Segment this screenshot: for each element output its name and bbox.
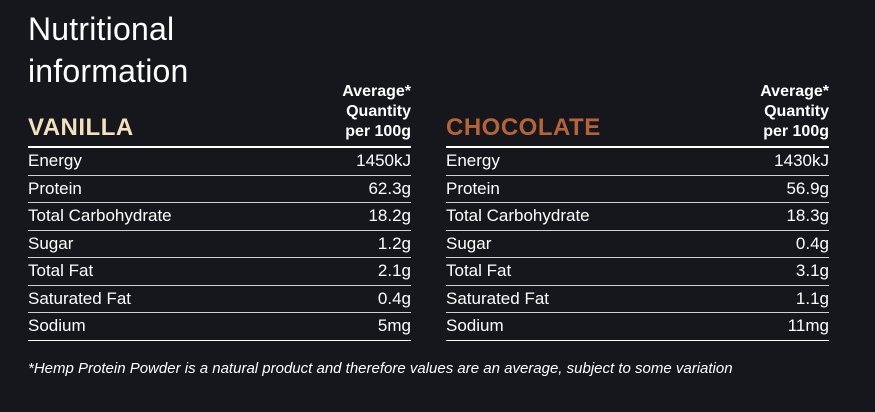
vanilla-panel-header: VANILLA Average* Quantity per 100g [28, 78, 411, 146]
table-row: Energy 1450kJ [28, 148, 411, 176]
nutrient-label: Total Fat [28, 261, 94, 281]
nutrient-value: 5mg [377, 316, 411, 336]
nutrient-value: 18.3g [786, 206, 829, 226]
chocolate-panel-header: CHOCOLATE Average* Quantity per 100g [446, 78, 829, 146]
vanilla-flavor-label: VANILLA [28, 114, 134, 141]
nutrient-value: 18.2g [368, 206, 411, 226]
table-row: Protein 62.3g [28, 176, 411, 203]
table-row: Sodium 11mg [446, 313, 829, 341]
nutrient-value: 1430kJ [774, 151, 829, 171]
nutrient-value: 11mg [787, 316, 829, 336]
nutrient-value: 1.2g [377, 233, 411, 253]
vanilla-panel: VANILLA Average* Quantity per 100g Energ… [28, 78, 411, 341]
table-row: Sugar 0.4g [446, 231, 829, 258]
nutrient-label: Sugar [28, 233, 74, 253]
nutrient-label: Total Carbohydrate [446, 206, 590, 226]
table-row: Saturated Fat 0.4g [28, 286, 411, 313]
table-row: Total Fat 3.1g [446, 258, 829, 286]
nutrient-label: Sodium [446, 316, 504, 336]
vanilla-nutrition-table: Energy 1450kJ Protein 62.3g Total Carbohyd… [28, 146, 411, 341]
nutrient-value: 62.3g [368, 178, 411, 198]
nutrient-label: Saturated Fat [28, 288, 132, 308]
nutrient-value: 56.9g [786, 178, 829, 198]
table-row: Total Carbohydrate 18.2g [28, 203, 411, 231]
table-row: Total Fat 2.1g [28, 258, 411, 286]
chocolate-nutrition-table: Energy 1430kJ Protein 56.9g Total Carbohyd… [446, 146, 829, 341]
table-row: Saturated Fat 1.1g [446, 286, 829, 313]
table-row: Sugar 1.2g [28, 231, 411, 258]
footnote: *Hemp Protein Powder is a natural produc… [28, 360, 733, 377]
nutrient-label: Sugar [446, 233, 492, 253]
nutrient-value: 1450kJ [356, 151, 411, 171]
table-row: Total Carbohydrate 18.3g [446, 203, 829, 231]
nutrient-label: Energy [446, 151, 500, 171]
nutrient-value: 0.4g [795, 233, 829, 253]
nutrient-value: 1.1g [795, 288, 829, 308]
nutrient-value: 3.1g [795, 261, 829, 281]
table-row: Protein 56.9g [446, 176, 829, 203]
chocolate-panel: CHOCOLATE Average* Quantity per 100g Ene… [446, 78, 829, 341]
table-row: Energy 1430kJ [446, 148, 829, 176]
nutrient-value: 2.1g [377, 261, 411, 281]
vanilla-quantity-header: Average* Quantity per 100g [342, 83, 411, 140]
nutrient-label: Protein [446, 178, 500, 198]
nutrient-label: Energy [28, 151, 82, 171]
nutrient-label: Total Carbohydrate [28, 206, 172, 226]
table-row: Sodium 5mg [28, 313, 411, 341]
nutrient-value: 0.4g [377, 288, 411, 308]
nutrient-label: Total Fat [446, 261, 512, 281]
chocolate-flavor-label: CHOCOLATE [446, 114, 601, 141]
nutrient-label: Saturated Fat [446, 288, 550, 308]
nutrient-label: Protein [28, 178, 82, 198]
nutrient-label: Sodium [28, 316, 86, 336]
page-title: Nutritional information [28, 11, 189, 89]
chocolate-quantity-header: Average* Quantity per 100g [760, 83, 829, 140]
